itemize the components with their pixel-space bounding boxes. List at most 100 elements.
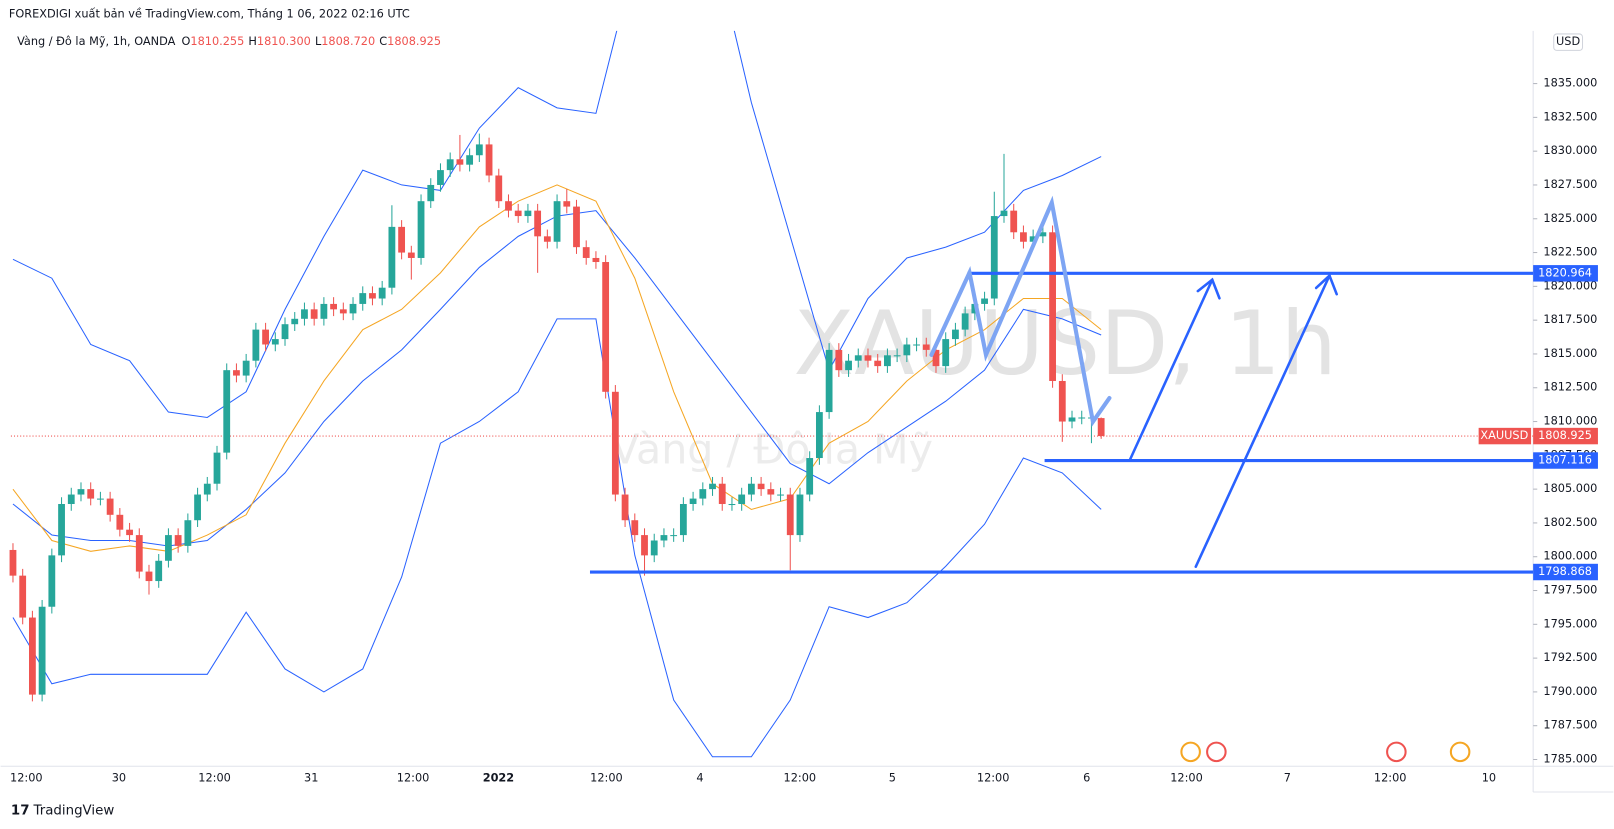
y-tick-label: 1817.500 xyxy=(1543,313,1597,326)
indicator-line xyxy=(12,318,1102,758)
candle-body xyxy=(932,349,940,367)
candle-body xyxy=(874,360,882,367)
candle-body xyxy=(786,494,794,536)
ohlc-value: 1808.925 xyxy=(387,35,441,48)
symbol-label-box xyxy=(1478,427,1532,445)
candle-body xyxy=(97,498,104,500)
candle-body xyxy=(563,201,571,207)
candle-body xyxy=(961,313,969,330)
event-flag xyxy=(1449,741,1471,763)
candle-body xyxy=(699,489,707,499)
y-tick-label: 1810.000 xyxy=(1543,415,1597,428)
candle-body xyxy=(223,370,231,453)
candle-body xyxy=(456,159,464,165)
candle-body xyxy=(48,555,56,607)
y-tick-label: 1795.000 xyxy=(1543,617,1597,630)
candle-body xyxy=(1058,380,1066,422)
drawings xyxy=(929,195,1338,569)
brand: TradingView xyxy=(33,803,115,818)
candle-body xyxy=(194,494,201,521)
candle-body xyxy=(611,391,619,495)
candle-body xyxy=(437,170,444,185)
x-tick-label: 6 xyxy=(1083,772,1090,785)
currency-box[interactable] xyxy=(1553,33,1584,51)
candle-body xyxy=(650,540,658,556)
candle-body xyxy=(505,201,512,211)
candle-body xyxy=(466,155,474,165)
candle-body xyxy=(242,360,250,376)
y-tick-label: 1830.000 xyxy=(1543,144,1597,157)
arrow-head xyxy=(1314,273,1338,296)
x-tick-label: 5 xyxy=(889,772,896,785)
candle-body xyxy=(87,489,95,499)
y-tick-label: 1822.500 xyxy=(1543,246,1597,259)
candle-body xyxy=(407,252,415,258)
candle-body xyxy=(77,489,85,495)
candle-body xyxy=(349,303,357,314)
level-label-box xyxy=(1533,563,1598,581)
x-tick-label: 12:00 xyxy=(397,772,430,785)
y-tick-label: 1832.500 xyxy=(1543,110,1597,123)
candle-body xyxy=(621,494,629,521)
candle-body xyxy=(738,494,746,505)
candle-body xyxy=(1097,418,1105,437)
candle-body xyxy=(660,535,668,541)
arrow xyxy=(1128,278,1214,462)
level-label: 1807.116 xyxy=(1538,454,1592,467)
candle-body xyxy=(952,329,959,340)
candle-body xyxy=(679,504,687,536)
candle-body xyxy=(29,617,36,695)
x-tick-label: 30 xyxy=(112,772,126,785)
indicator-line xyxy=(12,30,1102,419)
ohlc-label: H xyxy=(248,35,257,48)
candle-body xyxy=(1039,232,1047,237)
y-tick-label: 1790.000 xyxy=(1543,685,1597,698)
candle-body xyxy=(573,206,580,248)
y-tick-label: 1792.500 xyxy=(1543,651,1597,664)
candle-body xyxy=(670,535,678,537)
candle-body xyxy=(728,504,736,506)
candle-body xyxy=(330,303,337,310)
candle-body xyxy=(1078,417,1086,419)
candle-body xyxy=(58,504,65,556)
candle-body xyxy=(378,287,386,299)
candle-body xyxy=(475,144,483,156)
candle-body xyxy=(631,520,639,536)
candle-body xyxy=(495,175,503,202)
candle-body xyxy=(116,514,124,530)
candle-body xyxy=(174,535,182,546)
event-flag xyxy=(1180,741,1201,763)
last-price-label: 1808.925 xyxy=(1538,429,1592,442)
candle-body xyxy=(1000,210,1008,217)
candle-body xyxy=(301,309,308,319)
candle-body xyxy=(165,535,172,561)
candle-body xyxy=(398,226,406,253)
candle-body xyxy=(145,571,153,582)
candle-body xyxy=(417,201,425,258)
candle-body xyxy=(262,329,269,345)
watermark-subtitle: Vàng / Đô la Mỹ xyxy=(611,426,933,474)
candle-body xyxy=(233,370,240,376)
candle-body xyxy=(913,344,920,346)
watermark: XAUUSD, 1h xyxy=(793,292,1336,395)
indicator-line xyxy=(12,184,1102,552)
x-tick-label: 31 xyxy=(304,772,318,785)
candle-body xyxy=(534,210,542,237)
candle-body xyxy=(388,226,396,288)
candle-body xyxy=(320,303,328,319)
x-tick-label: 12:00 xyxy=(1170,772,1203,785)
event-flag xyxy=(1386,741,1407,763)
y-tick-label: 1787.500 xyxy=(1543,719,1597,732)
candle-body xyxy=(884,355,891,367)
x-tick-label: 4 xyxy=(696,772,703,785)
candle-body xyxy=(271,339,279,345)
event-flag xyxy=(1206,741,1227,763)
candle-body xyxy=(641,535,648,556)
candle-body xyxy=(835,349,843,371)
ohlc-value: 1810.300 xyxy=(257,35,311,48)
candle-body xyxy=(709,483,716,490)
candle-body xyxy=(553,201,561,242)
candle-body xyxy=(9,549,17,576)
